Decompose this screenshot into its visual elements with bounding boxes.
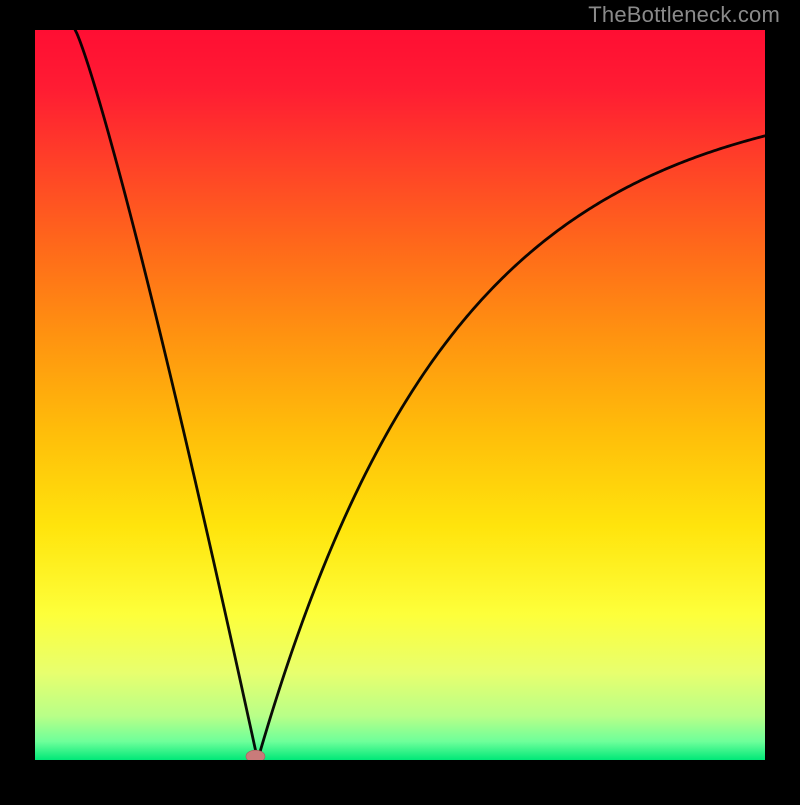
plot-background-gradient xyxy=(35,30,765,760)
chart-frame xyxy=(0,0,800,800)
bottleneck-chart xyxy=(0,0,800,800)
watermark-text: TheBottleneck.com xyxy=(588,2,780,28)
